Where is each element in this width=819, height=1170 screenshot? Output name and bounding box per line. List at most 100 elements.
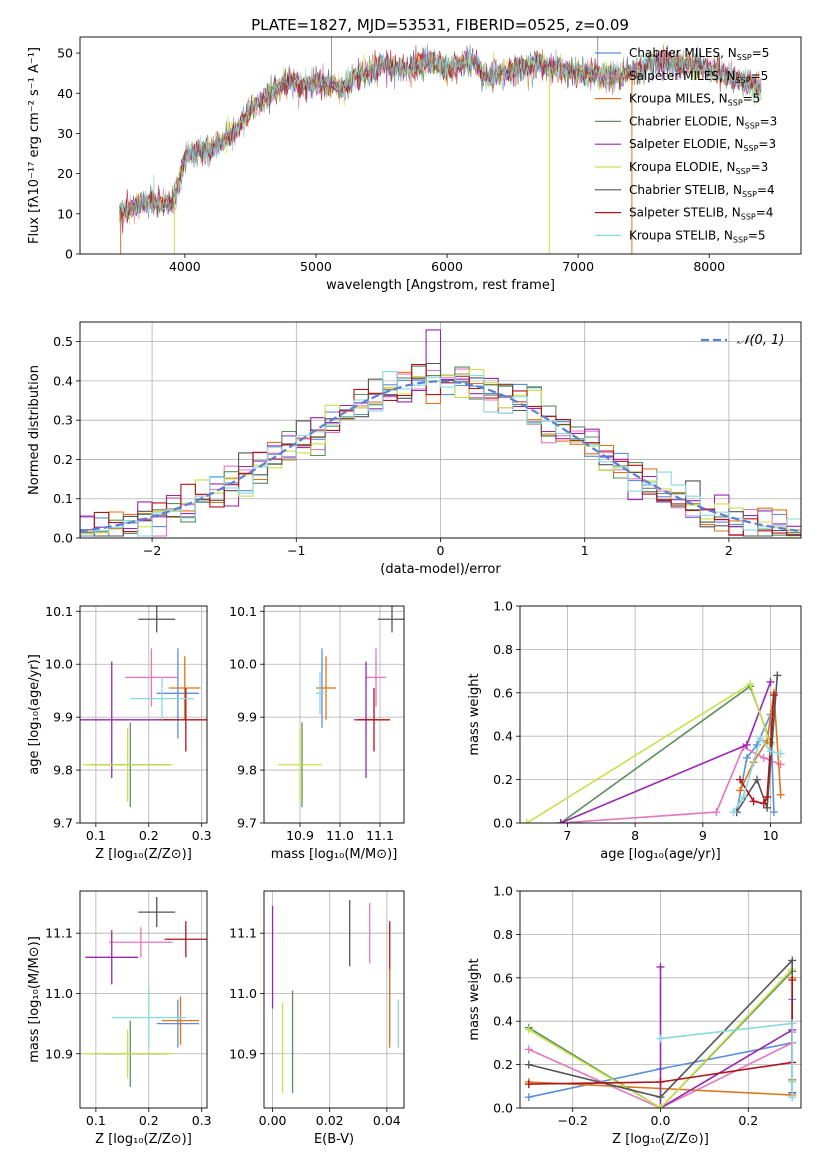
kroupa_elodie-errorbar	[82, 1029, 173, 1078]
kroupa_stelib-errorbar	[111, 987, 186, 1048]
kroupa_elodie-errorbar	[278, 727, 322, 802]
salpeter_stelib-weight-marker	[736, 775, 745, 784]
chabrier_stelib-weight-marker	[524, 1060, 533, 1069]
salpeter_stelib-weight-marker	[749, 797, 758, 806]
x-tick-label: 4000	[169, 259, 201, 274]
x-tick-label: 9	[699, 828, 707, 843]
x-axis-label: E(B-V)	[314, 1132, 354, 1147]
y-tick-label: 0.3	[53, 413, 73, 428]
x-axis-label: Z [log₁₀(Z/Z⊙)]	[95, 847, 192, 862]
salpeter_stelib-histogram	[80, 364, 801, 538]
chabrier_stelib-weight-line	[736, 675, 779, 813]
x-tick-label: 0.02	[316, 1113, 344, 1128]
x-tick-label: 0.0	[651, 1113, 671, 1128]
normal-curve	[80, 380, 801, 533]
y-tick-label: 9.8	[237, 763, 257, 778]
kroupa_elodie-weight-marker	[746, 680, 755, 689]
salpeter_elodie-weight-marker	[656, 962, 665, 971]
salpeter_stelib-weight-marker	[769, 690, 778, 699]
panels: 4000 5000 6000 7000 800001020304050wavelengt…	[27, 36, 802, 1147]
salpeter_stelib-weight-marker	[656, 1077, 665, 1086]
axes-frame	[79, 890, 208, 1109]
y-tick-label: 0.6	[493, 970, 513, 985]
legend-value: =5	[748, 228, 766, 242]
chabrier_miles-weight-marker	[742, 753, 751, 762]
legend-subscript: SSP	[743, 144, 758, 153]
y-tick-label: 1.0	[493, 599, 513, 614]
x-tick-label: 0.2	[139, 1113, 159, 1128]
y-tick-label: 10.0	[45, 657, 73, 672]
x-axis-label: Z [log₁₀(Z/Z⊙)]	[612, 1132, 709, 1147]
x-tick-label: 0.1	[86, 828, 106, 843]
x-tick-label: −0.2	[558, 1113, 588, 1128]
legend-label: 𝒩(0, 1)	[737, 333, 784, 348]
x-tick-label: 0.00	[259, 1113, 287, 1128]
salpeter_miles-errorbar	[366, 648, 386, 707]
legend-subscript: SSP	[737, 53, 752, 62]
kroupa_stelib-spectrum-line	[119, 49, 762, 219]
kroupa_elodie-errorbar	[82, 727, 173, 802]
plot-area	[278, 606, 404, 808]
y-tick-label: 0	[65, 247, 73, 262]
y-axis-label: Normed distribution	[27, 365, 42, 495]
chabrier_stelib-weight-marker	[788, 956, 797, 965]
y-tick-label: 30	[57, 126, 73, 141]
salpeter_elodie-weight-line	[659, 967, 793, 1108]
y-tick-label: 0.2	[53, 452, 73, 467]
x-tick-label: 0.3	[192, 828, 212, 843]
y-axis-label: mass [log₁₀(M/M⊙)]	[27, 936, 42, 1063]
x-tick-label: 0	[437, 543, 445, 558]
legend-subscript: SSP	[741, 213, 756, 222]
legend-subscript: SSP	[733, 235, 748, 244]
chabrier_elodie-weight-line	[528, 970, 793, 1108]
kroupa_miles-weight-marker	[736, 786, 745, 795]
x-tick-label: 0.1	[86, 1113, 106, 1128]
x-tick-label: 10.9	[286, 828, 314, 843]
x-tick-label: 0.2	[738, 1113, 758, 1128]
x-tick-label: 7	[563, 828, 571, 843]
salpeter_stelib-errorbar	[159, 688, 207, 752]
kroupa_elodie-weight-line	[528, 968, 793, 1108]
axes-frame	[79, 605, 208, 824]
chabrier_miles-weight-marker	[769, 808, 778, 817]
y-tick-label: 11.0	[45, 986, 73, 1001]
legend-label: Salpeter MILES, NSSP=5	[629, 69, 768, 85]
y-tick-label: 0.8	[493, 642, 513, 657]
y-axis-label: age [log₁₀(age/yr)]	[27, 654, 42, 775]
chabrier_miles-errorbar	[156, 999, 200, 1048]
kroupa_stelib-weight-line	[660, 1022, 793, 1098]
y-tick-label: 0.5	[53, 334, 73, 349]
x-tick-label: −2	[143, 543, 161, 558]
plot-area	[524, 956, 797, 1108]
kroupa_miles-weight-marker	[776, 790, 785, 799]
x-tick-label: 6000	[431, 259, 463, 274]
salpeter_elodie-weight-marker	[766, 677, 775, 686]
weight_vs_age-panel: 7 8 9 10 0.0 0.2 0.4 0.6 0.8 1.0 age [log₁₀(age/yr…	[467, 599, 802, 862]
axes-frame	[263, 605, 405, 824]
kroupa_miles-errorbar	[168, 656, 201, 720]
y-tick-label: 0.8	[493, 927, 513, 942]
y-tick-label: 0.2	[493, 1057, 513, 1072]
y-tick-label: 0.4	[53, 373, 73, 388]
chabrier_stelib-errorbar	[138, 606, 176, 633]
kroupa_stelib-histogram	[80, 371, 801, 538]
legend-value: =5	[752, 46, 770, 60]
legend-label: Chabrier MILES, NSSP=5	[629, 46, 769, 62]
kroupa_elodie-weight-marker	[522, 819, 531, 823]
y-tick-label: 0.1	[53, 491, 73, 506]
legend-value: =4	[756, 206, 774, 220]
legend-value: =4	[757, 183, 775, 197]
legend-subscript: SSP	[745, 121, 760, 130]
age_vs_mass-panel: 10.9 11.0 11.1 9.7 9.8 9.9 10.0 10.1 mass [log₁₀…	[229, 604, 405, 862]
salpeter_stelib-weight-marker	[788, 975, 797, 984]
kroupa_stelib-errorbar	[130, 677, 194, 720]
y-axis-label: Flux [fλ10⁻¹⁷ erg cm⁻² s⁻¹ A⁻¹]	[27, 47, 42, 244]
axes-frame	[79, 321, 802, 539]
kroupa_stelib-weight-marker	[729, 808, 738, 817]
x-tick-label: 0.3	[192, 1113, 212, 1128]
legend-label: Kroupa MILES, NSSP=5	[629, 92, 760, 108]
salpeter_stelib-weight-marker	[759, 799, 768, 808]
salpeter_stelib-errorbar	[164, 921, 207, 958]
axes-frame	[263, 890, 405, 1109]
